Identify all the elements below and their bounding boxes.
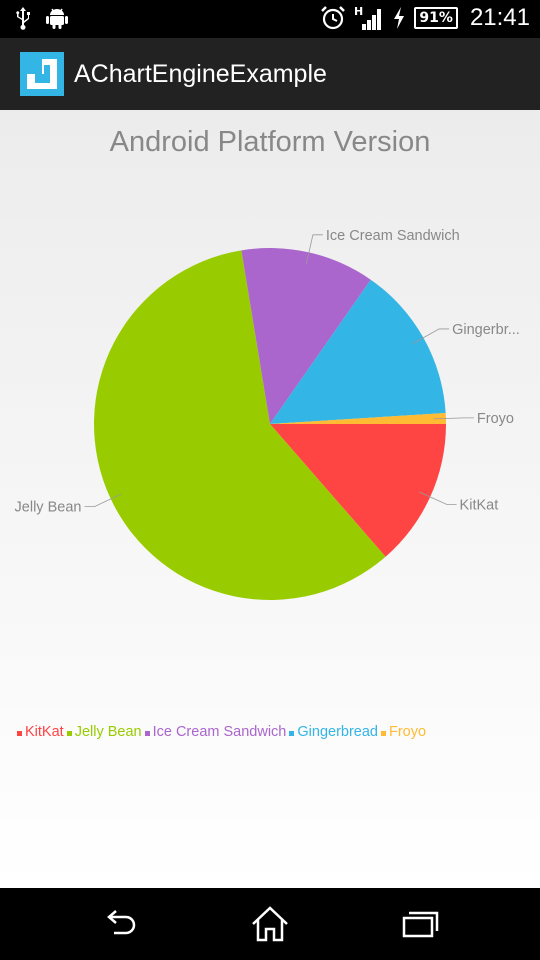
signal-h-icon: H — [354, 5, 382, 30]
pie-slice-ice-cream-sandwich[interactable] — [241, 248, 371, 424]
pie-label-leader — [419, 491, 457, 505]
legend-label: KitKat — [25, 724, 64, 740]
chart-title: Android Platform Version — [109, 126, 431, 158]
pie-chart[interactable]: KitKat Jelly Bean Ice Cream Sandwich Ginger… — [0, 110, 540, 710]
pie-slice-jelly-bean[interactable] — [93, 250, 386, 601]
pie-label-ice-cream-sandwich: Ice Cream Sandwich — [326, 228, 460, 244]
legend-item-froyo: Froyo — [380, 724, 427, 740]
legend-label: Gingerbread — [297, 724, 378, 740]
legend-swatch — [144, 731, 150, 736]
legend-swatch — [17, 731, 22, 736]
charging-icon — [394, 7, 405, 29]
status-bar: H 91% 21:41 — [0, 0, 540, 38]
navigation-bar — [0, 888, 540, 960]
status-clock: 21:41 — [469, 4, 530, 31]
pie-label-leader — [84, 493, 122, 508]
chart-legend: KitKat Jelly Bean Ice Cream Sandwich Ginger… — [17, 724, 429, 740]
pie-label-froyo: Froyo — [477, 411, 514, 427]
android-debug-icon — [46, 8, 68, 29]
usb-icon — [16, 7, 30, 30]
recent-apps-icon — [402, 911, 439, 938]
pie-slice-gingerbread[interactable] — [270, 279, 446, 424]
action-bar: AChartEngineExample — [0, 38, 540, 111]
back-button[interactable] — [92, 902, 152, 946]
home-button[interactable] — [240, 902, 300, 946]
pie-label-kitkat: KitKat — [460, 497, 499, 513]
pie-label-gingerbread: Gingerbr... — [452, 322, 520, 338]
legend-item-jelly-bean: Jelly Bean — [66, 724, 142, 740]
chart-area: Android Platform Version KitKat Jelly Bea… — [0, 110, 540, 888]
app-logo-icon[interactable] — [20, 52, 64, 96]
legend-label: Froyo — [388, 724, 427, 740]
app-title: AChartEngineExample — [74, 60, 327, 88]
legend-swatch — [66, 731, 72, 736]
legend-item-ice-cream-sandwich: Ice Cream Sandwich — [144, 724, 287, 740]
home-icon — [252, 906, 288, 942]
recent-apps-button[interactable] — [390, 902, 450, 946]
pie-label-leader — [433, 417, 474, 420]
pie-label-leader — [412, 328, 450, 344]
legend-swatch — [289, 731, 295, 736]
legend-label: Ice Cream Sandwich — [152, 724, 287, 740]
legend-swatch — [380, 731, 386, 736]
pie-label-jelly-bean: Jelly Bean — [15, 500, 82, 516]
legend-item-kitkat: KitKat — [17, 724, 64, 740]
pie-label-leader — [305, 234, 323, 265]
pie-slice-froyo[interactable] — [270, 412, 446, 424]
legend-item-gingerbread: Gingerbread — [289, 724, 378, 740]
alarm-icon — [321, 6, 346, 30]
back-icon — [107, 910, 136, 935]
network-type-label: H — [354, 5, 363, 18]
battery-percentage: 91% — [414, 7, 458, 29]
legend-label: Jelly Bean — [74, 724, 142, 740]
pie-slice-kitkat[interactable] — [270, 424, 446, 557]
